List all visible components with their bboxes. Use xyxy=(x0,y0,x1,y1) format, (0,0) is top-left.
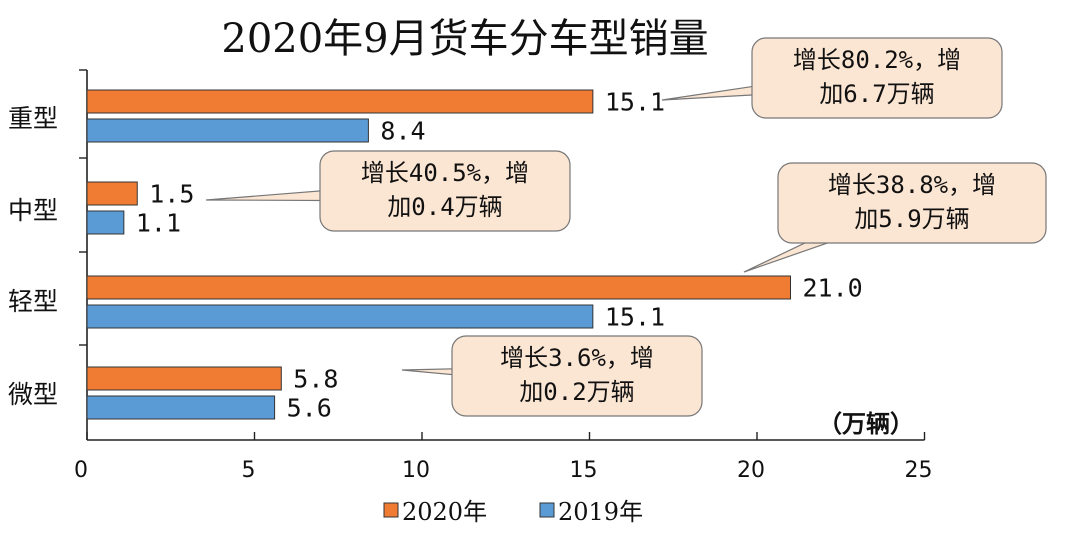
data-label: 5.6 xyxy=(287,394,332,423)
data-label: 1.1 xyxy=(136,209,181,238)
callout-box xyxy=(451,335,703,417)
bar xyxy=(86,118,369,143)
legend-label: 2020年 xyxy=(402,498,487,526)
data-label: 15.1 xyxy=(605,88,665,117)
x-tick-label: 10 xyxy=(402,458,430,483)
callout-box xyxy=(777,162,1047,244)
bar xyxy=(86,366,282,391)
legend-swatch xyxy=(539,502,555,518)
category-label: 中型 xyxy=(8,196,58,225)
chart-title: 2020年9月货车分车型销量 xyxy=(221,16,708,62)
x-tick-label: 25 xyxy=(905,458,933,483)
callout-text: 增长3.6%，增 xyxy=(500,344,654,372)
x-tick-label: 20 xyxy=(737,458,765,483)
callout-text: 增长38.8%，增 xyxy=(828,171,996,199)
category-label: 微型 xyxy=(8,380,58,409)
x-tick-label: 15 xyxy=(570,458,598,483)
callout-text: 加0.2万辆 xyxy=(519,378,634,406)
callout-text: 加0.4万辆 xyxy=(387,193,502,221)
legend-label: 2019年 xyxy=(558,498,643,526)
bar xyxy=(86,89,594,114)
x-tick-label: 0 xyxy=(74,458,88,483)
category-label: 轻型 xyxy=(8,287,58,316)
legend: 2020年 2019年 xyxy=(383,498,643,526)
data-label: 5.8 xyxy=(293,365,338,394)
value-labels: 15.1 1.5 21.0 5.8 8.4 1.1 15.1 5.6 xyxy=(136,88,863,423)
callout-text: 增长80.2%，增 xyxy=(793,46,961,74)
callout-text: 加5.9万辆 xyxy=(854,205,969,233)
callout-box xyxy=(319,150,571,232)
callout-box xyxy=(751,37,1003,119)
bar xyxy=(86,210,125,235)
bars xyxy=(86,89,791,420)
bar xyxy=(86,304,594,329)
callout-text: 加6.7万辆 xyxy=(819,80,934,108)
data-label: 21.0 xyxy=(803,274,863,303)
data-label: 1.5 xyxy=(149,180,194,209)
category-label: 重型 xyxy=(8,104,58,133)
legend-swatch xyxy=(383,502,399,518)
data-label: 15.1 xyxy=(605,303,665,332)
bar xyxy=(86,181,138,206)
data-label: 8.4 xyxy=(380,117,425,146)
annotations: 增长80.2%，增加6.7万辆增长40.5%，增加0.4万辆增长38.8%，增加… xyxy=(205,37,1047,417)
x-tick-label: 5 xyxy=(242,458,256,483)
unit-label: （万辆） xyxy=(818,410,914,438)
bar xyxy=(86,395,276,420)
bar xyxy=(86,275,791,300)
callout-text: 增长40.5%，增 xyxy=(361,159,529,187)
